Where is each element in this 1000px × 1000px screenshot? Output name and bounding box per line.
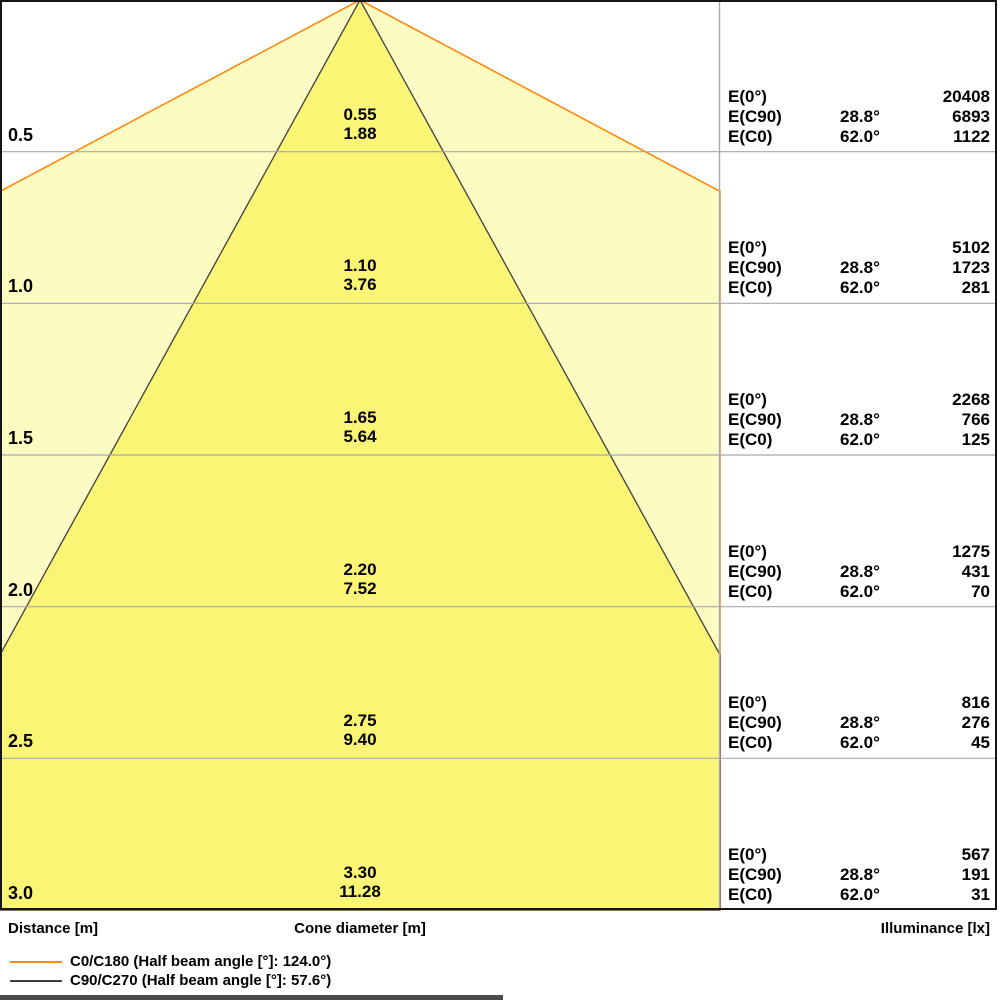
ec90-value: 6893 [952, 107, 990, 126]
distance-label: 1.0 [8, 276, 34, 296]
cone-diameter-c90: 2.75 [343, 711, 377, 730]
cone-diameter-c90: 1.65 [343, 408, 377, 427]
ec90-angle: 28.8° [840, 107, 880, 126]
cone-diameter-c0: 3.76 [343, 275, 377, 294]
e0-label: E(0°) [728, 693, 767, 712]
ec90-label: E(C90) [728, 258, 782, 277]
ec90-value: 276 [961, 713, 990, 732]
cone-diameter-c0: 1.88 [343, 124, 377, 143]
horizontal-scrollbar-thumb[interactable] [0, 995, 503, 1000]
e0-value: 1275 [952, 542, 990, 561]
e0-value: 20408 [942, 87, 990, 106]
e0-value: 2268 [952, 390, 990, 409]
ec0-label: E(C0) [728, 430, 773, 449]
ec90-angle: 28.8° [840, 258, 880, 277]
distance-label: 0.5 [8, 125, 34, 145]
ec0-angle: 62.0° [840, 127, 880, 146]
e0-label: E(0°) [728, 87, 767, 106]
e0-value: 567 [961, 845, 990, 864]
ec90-label: E(C90) [728, 865, 782, 884]
ec0-value: 281 [961, 278, 990, 297]
ec0-value: 70 [971, 582, 990, 601]
e0-label: E(0°) [728, 542, 767, 561]
legend-label-c0: C0/C180 (Half beam angle [°]: 124.0°) [70, 953, 332, 970]
ec0-value: 1122 [953, 127, 990, 146]
c90-line-swatch [10, 980, 62, 982]
e0-label: E(0°) [728, 238, 767, 257]
cone-diameter-labels: 3.30 11.28 [280, 863, 440, 901]
cone-diameter-labels: 2.75 9.40 [280, 711, 440, 749]
ec0-angle: 62.0° [840, 430, 880, 449]
ec0-angle: 62.0° [840, 582, 880, 601]
legend-label-c90: C90/C270 (Half beam angle [°]: 57.6°) [70, 972, 332, 989]
ec90-angle: 28.8° [840, 713, 880, 732]
ec90-angle: 28.8° [840, 562, 880, 581]
cone-diameter-c90: 2.20 [343, 560, 377, 579]
cone-diameter-labels: 1.10 3.76 [280, 256, 440, 294]
cone-diameter-labels: 1.65 5.64 [280, 408, 440, 446]
ec0-label: E(C0) [728, 733, 773, 752]
distance-label: 3.0 [8, 883, 34, 903]
illuminance-axis-caption: Illuminance [lx] [880, 920, 990, 937]
distance-label: 2.5 [8, 731, 34, 751]
ec0-angle: 62.0° [840, 278, 880, 297]
ec0-value: 45 [971, 733, 990, 752]
illuminance-block: E(0°) 2268 E(C90) 28.8° 766 E(C0) 62.0° 125 [728, 390, 990, 450]
chart-border [0, 0, 997, 910]
ec90-value: 431 [961, 562, 990, 581]
ec90-angle: 28.8° [840, 410, 880, 429]
ec90-value: 766 [961, 410, 990, 429]
ec90-label: E(C90) [728, 107, 782, 126]
cone-diameter-c90: 3.30 [343, 863, 377, 882]
ec90-label: E(C90) [728, 410, 782, 429]
cone-diameter-labels: 2.20 7.52 [280, 560, 440, 598]
ec0-angle: 62.0° [840, 733, 880, 752]
distance-label: 1.5 [8, 428, 34, 448]
illuminance-block: E(0°) 567 E(C90) 28.8° 191 E(C0) 62.0° 31 [728, 845, 990, 905]
ec0-value: 125 [961, 430, 990, 449]
distance-label: 2.0 [8, 580, 34, 600]
e0-label: E(0°) [728, 390, 767, 409]
ec90-label: E(C90) [728, 562, 782, 581]
ec0-label: E(C0) [728, 885, 773, 904]
ec0-label: E(C0) [728, 278, 773, 297]
e0-value: 816 [961, 693, 990, 712]
e0-label: E(0°) [728, 845, 767, 864]
c0-line-swatch [10, 961, 62, 963]
ec0-value: 31 [971, 885, 990, 904]
distance-axis-caption: Distance [m] [8, 920, 99, 937]
cone-diameter-c0: 7.52 [343, 579, 377, 598]
illuminance-block: E(0°) 20408 E(C90) 28.8° 6893 E(C0) 62.0° 112… [728, 87, 990, 147]
ec90-value: 1723 [952, 258, 990, 277]
illuminance-block: E(0°) 816 E(C90) 28.8° 276 E(C0) 62.0° 45 [728, 693, 990, 753]
ec90-value: 191 [961, 865, 990, 884]
illuminance-block: E(0°) 5102 E(C90) 28.8° 1723 E(C0) 62.0° 281 [728, 238, 990, 298]
ec0-label: E(C0) [728, 127, 773, 146]
ec0-label: E(C0) [728, 582, 773, 601]
cone-diameter-c90: 0.55 [343, 105, 377, 124]
cone-diameter-c0: 11.28 [339, 882, 381, 901]
cone-diameter-c0: 5.64 [343, 427, 377, 446]
cone-diameter-c90: 1.10 [343, 256, 377, 275]
e0-value: 5102 [952, 238, 990, 257]
ec90-angle: 28.8° [840, 865, 880, 884]
ec0-angle: 62.0° [840, 885, 880, 904]
ec90-label: E(C90) [728, 713, 782, 732]
cone-diameter-c0: 9.40 [343, 730, 377, 749]
cone-diameter-labels: 0.55 1.88 [280, 105, 440, 143]
illuminance-block: E(0°) 1275 E(C90) 28.8° 431 E(C0) 62.0° 70 [728, 542, 990, 602]
cone-diameter-axis-caption: Cone diameter [m] [294, 920, 426, 937]
